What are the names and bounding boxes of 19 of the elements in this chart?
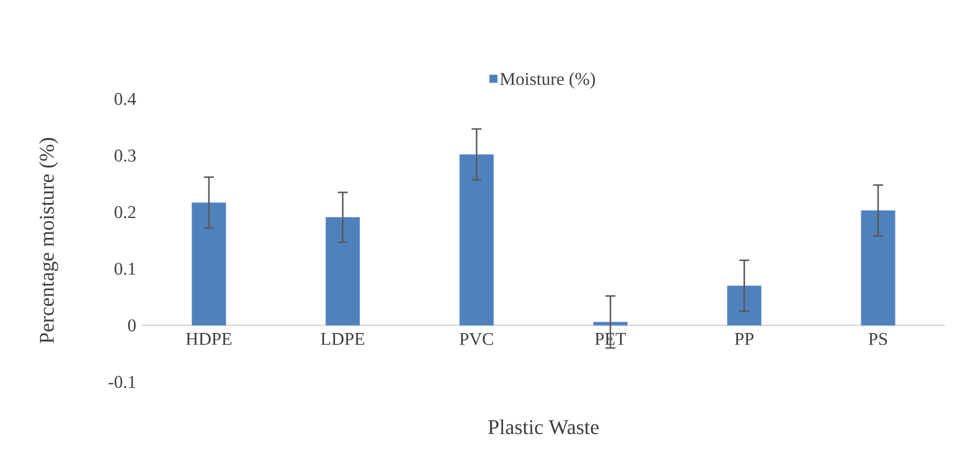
- y-tick-label: 0: [128, 319, 136, 332]
- bar: [459, 154, 494, 326]
- x-axis-title: Plastic Waste: [488, 419, 599, 434]
- y-tick-label: 0.3: [114, 150, 136, 162]
- x-tick-label: LDPE: [320, 333, 364, 345]
- bar: [192, 202, 226, 326]
- y-tick-label: 0.1: [114, 262, 136, 275]
- legend-label: Moisture (%): [500, 72, 595, 89]
- x-tick-label: PVC: [460, 333, 494, 346]
- bar: [326, 217, 360, 326]
- y-tick-label: 0.2: [114, 206, 136, 218]
- x-tick-label: HDPE: [186, 333, 232, 345]
- y-tick-label: -0.1: [108, 376, 136, 388]
- y-tick-label: 0.4: [114, 92, 136, 106]
- x-tick-label: PP: [734, 333, 754, 345]
- y-axis-title: Percentage moisture (%): [39, 138, 58, 344]
- bar: [860, 210, 896, 326]
- x-tick-label: PS: [868, 333, 887, 346]
- bar: [593, 322, 628, 326]
